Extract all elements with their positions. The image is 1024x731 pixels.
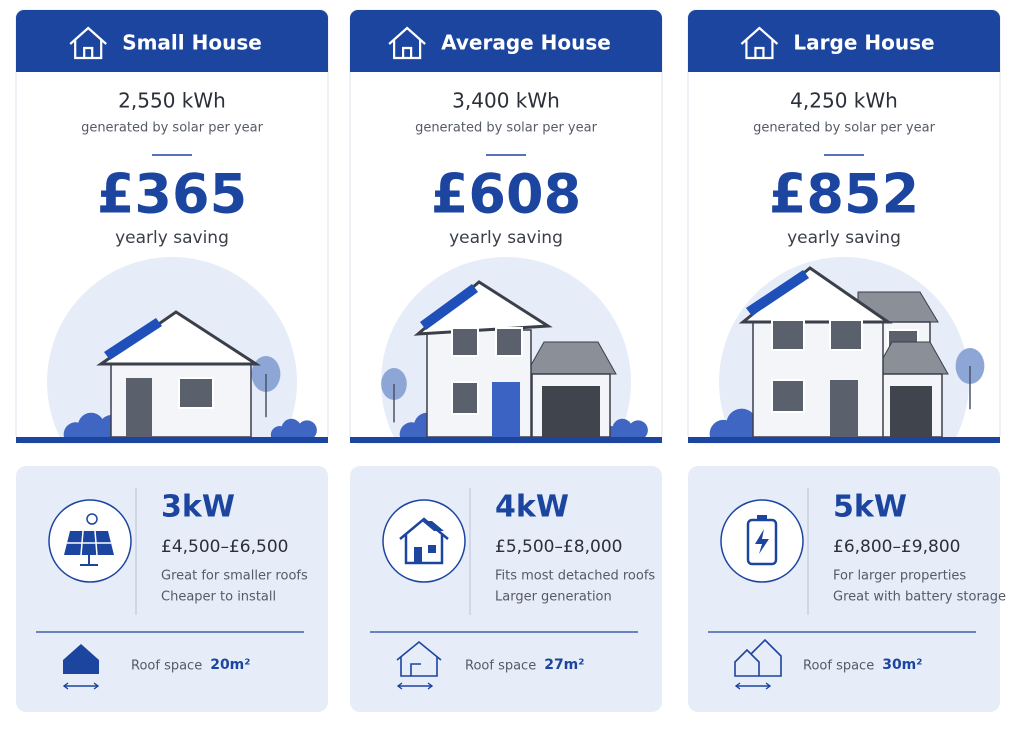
battery-icon [746,518,778,566]
card-header-base [688,40,1000,72]
solar-panel [420,284,478,330]
saving-label: yearly saving [115,228,229,248]
roof-space-label: Roof space [131,659,202,674]
roof-space-label: Roof space [803,659,874,674]
measure-arrow [734,682,772,690]
card-header-base [350,40,662,72]
system-card: 3kW £4,500–£6,500 Great for smaller roofs C… [16,466,328,712]
bolt [755,529,769,554]
ground [350,437,662,443]
sun [86,513,98,525]
house-card: Average House 3,400 kWh generated by solar… [349,9,663,444]
header-house-icon [388,26,426,60]
system-size: 3kW [161,490,235,525]
window [178,377,214,409]
generation-label: generated by solar per year [81,121,264,136]
cost-range: £6,800–£9,800 [833,537,960,557]
card-title: Small House [122,31,262,55]
system-card: 4kW £5,500–£8,000 Fits most detached roofs… [350,466,662,712]
measure-arrow [396,682,434,690]
house-card: Small House 2,550 kWh generated by solar p… [15,9,329,444]
window [771,379,805,413]
cost-range: £4,500–£6,500 [161,537,288,557]
panel-grid [67,530,111,556]
roof-space-label: Roof space [465,659,536,674]
window-icon [428,545,436,553]
roof-space: 20m² [210,657,250,673]
measure-arrow [62,682,100,690]
bush [270,418,317,437]
card-header-base [16,40,328,72]
generation: 2,550 kWh [118,89,226,113]
card-title: Large House [793,31,934,55]
system-size: 5kW [833,490,907,525]
window [451,327,479,357]
note: Cheaper to install [161,590,276,605]
house-card: Large House 4,250 kWh generated by solar p… [687,9,1001,444]
door-icon [414,547,422,563]
door [126,378,152,437]
roof-space: 30m² [882,657,922,673]
window [829,319,863,351]
roof-icon [396,640,442,677]
roof-icon [734,638,782,677]
house-icon [399,517,449,565]
ground [16,437,328,443]
note: Fits most detached roofs [495,569,655,584]
generation-label: generated by solar per year [753,121,936,136]
bush [63,412,126,437]
system-card: 5kW £6,800–£9,800 For larger properties Gre… [688,466,1006,712]
house-illustration [709,257,985,437]
ground [688,437,1000,443]
note: For larger properties [833,569,966,584]
generation: 3,400 kWh [452,89,560,113]
garage-door [890,386,932,437]
garage-door [542,386,600,437]
roof-space: 27m² [544,657,584,673]
generation: 4,250 kWh [790,89,898,113]
window [451,381,479,415]
window [771,319,805,351]
note: Great with battery storage [833,590,1006,605]
generation-label: generated by solar per year [415,121,598,136]
door [492,382,520,437]
yearly-saving: £365 [97,163,247,226]
panel-icon [422,521,444,531]
note: Great for smaller roofs [161,569,308,584]
roof-icon [63,644,99,674]
system-size: 4kW [495,490,569,525]
house-illustration [381,257,648,437]
saving-label: yearly saving [449,228,563,248]
solar-panel [104,318,162,360]
door [830,380,858,437]
header-house-icon [740,26,779,60]
battery-cap [757,515,767,520]
note: Larger generation [495,590,612,605]
yearly-saving: £852 [769,163,919,226]
window [495,327,523,357]
house-illustration [47,257,317,437]
cost-range: £5,500–£8,000 [495,537,622,557]
solar-panel [746,270,809,316]
bush [601,418,648,437]
icon-ring [382,499,466,583]
saving-label: yearly saving [787,228,901,248]
header-house-icon [69,26,107,60]
panel-stand [80,555,98,566]
yearly-saving: £608 [431,163,581,226]
card-title: Average House [441,31,611,55]
